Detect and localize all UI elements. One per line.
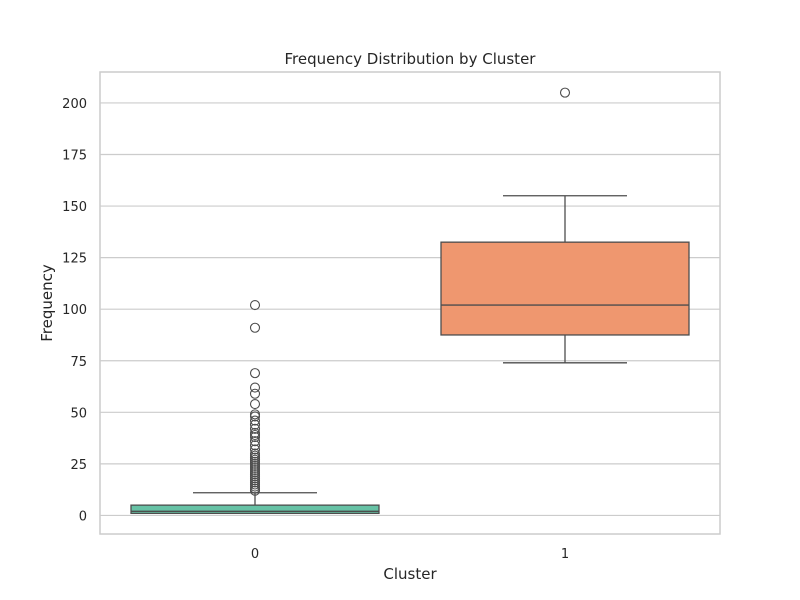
boxes: [130, 87, 690, 515]
plot-frame: [99, 71, 721, 535]
y-axis-label: Frequency: [38, 264, 56, 342]
gridlines: [100, 102, 720, 517]
outlier-point: [249, 436, 261, 447]
y-tick-label: 125: [62, 252, 87, 267]
iqr-box: [440, 241, 690, 336]
x-tick-label: 1: [561, 547, 569, 562]
outlier-point: [249, 432, 261, 443]
y-tick-label: 50: [70, 406, 87, 421]
outlier-point: [249, 368, 261, 379]
x-tick-label: 0: [251, 547, 259, 562]
outlier-point: [249, 485, 261, 496]
outlier-point: [249, 423, 261, 434]
box-group-cluster-0: [130, 300, 380, 515]
outlier-point: [249, 300, 261, 311]
outlier-point: [249, 440, 261, 451]
outlier-point: [249, 399, 261, 410]
outlier-point: [249, 411, 261, 422]
outlier-point: [249, 322, 261, 333]
chart-title: Frequency Distribution by Cluster: [285, 50, 537, 68]
outlier-point: [249, 388, 261, 399]
y-tick-label: 0: [79, 509, 87, 524]
box-group-cluster-1: [440, 87, 690, 364]
iqr-box: [130, 504, 380, 515]
outlier-point: [249, 415, 261, 426]
y-tick-label: 75: [70, 355, 87, 370]
y-tick-label: 100: [62, 303, 87, 318]
y-tick-label: 175: [62, 149, 87, 164]
outlier-point: [249, 382, 261, 393]
outlier-point: [249, 419, 261, 430]
y-tick-label: 25: [70, 458, 87, 473]
x-axis-label: Cluster: [383, 565, 437, 583]
y-tick-label: 150: [62, 200, 87, 215]
outlier-point: [249, 444, 261, 455]
tick-labels: 0 25 50 75 100 125 150 175 200 0 1: [62, 97, 569, 562]
outlier-point: [559, 87, 571, 98]
y-tick-label: 200: [62, 97, 87, 112]
